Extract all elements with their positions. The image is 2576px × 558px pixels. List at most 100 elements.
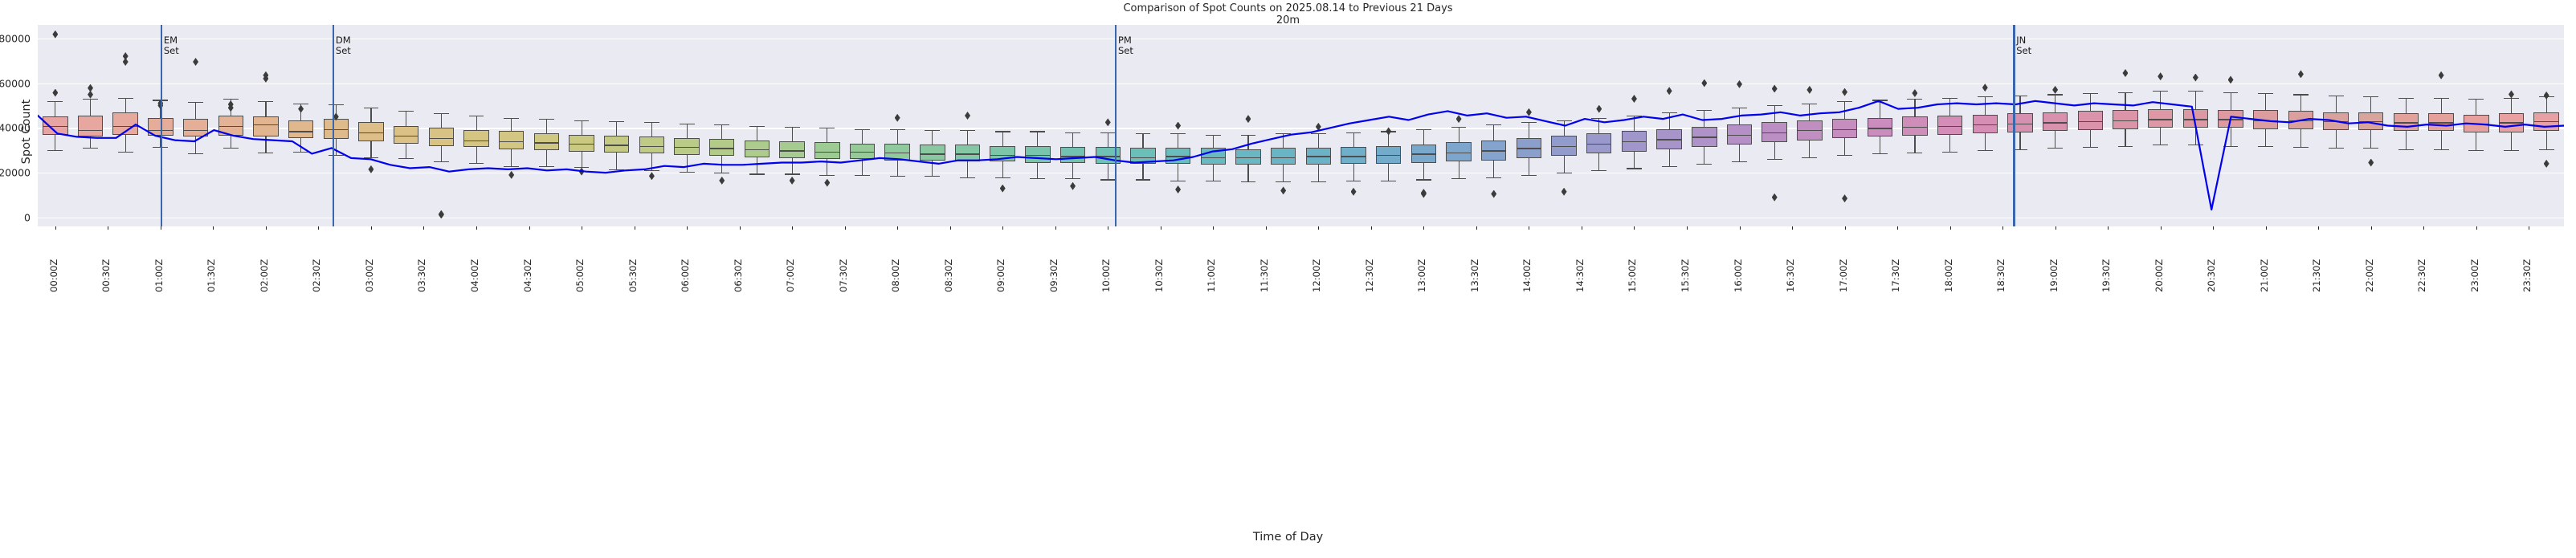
outlier-marker — [1631, 95, 1637, 104]
median-line — [2042, 122, 2068, 124]
whisker-cap — [889, 128, 905, 130]
y-tick-label: 20000 — [0, 166, 31, 179]
whisker-cap — [2398, 149, 2414, 150]
x-tick-label: 23:00Z — [2468, 259, 2480, 292]
whisker-cap — [784, 126, 800, 128]
x-tick-label: 12:30Z — [1363, 259, 1375, 292]
x-tick-label: 06:00Z — [680, 259, 692, 292]
outlier-marker — [648, 172, 655, 181]
median-line — [1797, 130, 1823, 132]
whisker-cap — [1451, 178, 1467, 180]
whisker-cap — [994, 131, 1010, 132]
outlier-marker — [1386, 127, 1392, 136]
x-tick-label: 08:30Z — [942, 259, 954, 292]
outlier-marker — [1175, 185, 1182, 193]
outlier-marker — [1771, 193, 1778, 202]
box — [779, 141, 805, 158]
whisker-cap — [749, 173, 765, 175]
outlier-marker — [1982, 83, 1988, 92]
whisker-cap — [609, 120, 625, 123]
whisker-cap — [679, 171, 695, 173]
box — [393, 125, 419, 144]
x-tick-mark — [476, 226, 477, 230]
annotation-label: PM Set — [1117, 35, 1133, 56]
x-tick-mark — [213, 226, 214, 230]
x-tick-label: 19:00Z — [2047, 259, 2060, 292]
whisker-cap — [1030, 131, 1046, 132]
whisker-cap — [925, 130, 941, 132]
x-axis-title: Time of Day — [1252, 531, 1324, 544]
whisker-cap — [2433, 97, 2449, 99]
whisker-cap — [784, 173, 800, 175]
outlier-marker — [1350, 187, 1357, 196]
x-tick-mark — [1686, 226, 1688, 230]
x-tick-label: 11:00Z — [1206, 259, 1218, 292]
box — [498, 131, 525, 149]
whisker-cap — [819, 174, 835, 176]
whisker-cap — [749, 125, 765, 127]
whisker-cap — [2223, 145, 2239, 147]
outlier-marker — [122, 52, 129, 61]
outlier-marker — [824, 178, 831, 187]
median-line — [1235, 157, 1261, 158]
x-tick-label: 02:00Z — [258, 259, 270, 292]
whisker-cap — [2433, 149, 2449, 150]
outlier-marker — [2158, 72, 2164, 81]
annotation-line — [332, 25, 335, 226]
whisker-cap — [960, 177, 975, 178]
median-line — [288, 131, 314, 132]
line-series — [38, 25, 2564, 226]
chart-subtitle: 20m — [1276, 14, 1300, 26]
median-line — [43, 125, 68, 127]
outlier-marker — [227, 104, 234, 112]
whisker-cap — [1100, 179, 1116, 181]
outlier-marker — [1491, 189, 1497, 198]
box — [1130, 148, 1156, 164]
outlier-marker — [333, 112, 339, 121]
whisker-cap — [2363, 96, 2379, 98]
median-line — [954, 153, 981, 155]
x-tick-label: 00:30Z — [100, 259, 112, 292]
box — [533, 133, 560, 151]
x-tick-mark — [792, 226, 794, 230]
whisker-cap — [258, 100, 274, 102]
box — [1937, 115, 1963, 135]
x-tick-label: 05:00Z — [574, 259, 586, 292]
whisker-cap — [363, 157, 379, 158]
whisker-cap — [2187, 91, 2203, 92]
whisker-cap — [222, 99, 239, 100]
box — [253, 116, 279, 137]
x-tick-label: 18:30Z — [1995, 259, 2007, 292]
median-line — [1059, 156, 1086, 157]
box — [1375, 145, 1402, 164]
annotation-line — [1114, 25, 1117, 226]
x-tick-mark — [1949, 226, 1951, 230]
median-line — [920, 153, 945, 155]
whisker-cap — [433, 161, 449, 163]
whisker-cap — [1591, 117, 1607, 119]
box — [1831, 119, 1858, 138]
x-tick-mark — [1844, 226, 1846, 230]
outlier-marker — [263, 74, 269, 83]
median-line — [1656, 139, 1682, 141]
outlier-marker — [1561, 187, 1567, 196]
whisker-cap — [1135, 179, 1151, 181]
outlier-marker — [1455, 115, 1462, 124]
whisker-cap — [1591, 170, 1607, 172]
x-tick-mark — [2476, 226, 2477, 230]
x-tick-label: 03:30Z — [416, 259, 428, 292]
outlier-marker — [1842, 194, 1848, 203]
median-line — [2393, 122, 2419, 124]
x-tick-mark — [844, 226, 846, 230]
whisker-cap — [2363, 148, 2379, 149]
median-line — [1621, 141, 1647, 143]
median-line — [1902, 126, 1928, 128]
whisker-cap — [1030, 178, 1046, 180]
outlier-marker — [1420, 189, 1427, 198]
whisker-cap — [188, 102, 203, 104]
median-line — [253, 124, 279, 126]
x-tick-label: 09:00Z — [995, 259, 1007, 292]
whisker-cap — [2258, 145, 2274, 147]
outlier-marker — [894, 113, 900, 122]
outlier-marker — [2297, 70, 2304, 79]
